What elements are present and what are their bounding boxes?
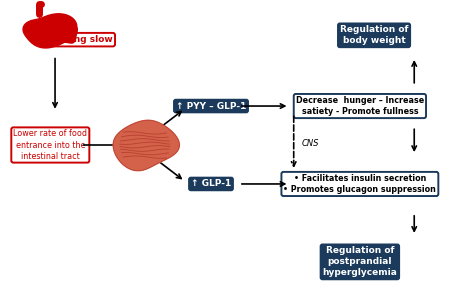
Text: ↑ PYY – GLP-1: ↑ PYY – GLP-1 — [176, 102, 246, 110]
Text: Lower rate of food
entrance into the
intestinal tract: Lower rate of food entrance into the int… — [13, 129, 87, 161]
Polygon shape — [23, 14, 77, 48]
Polygon shape — [113, 120, 179, 171]
Text: Regulation of
body weight: Regulation of body weight — [340, 25, 408, 45]
Text: Regulation of
postprandial
hyperglycemia: Regulation of postprandial hyperglycemia — [322, 246, 397, 278]
Text: Eating slow: Eating slow — [54, 35, 113, 44]
Text: • Facilitates insulin secretion
• Promotes glucagon suppression: • Facilitates insulin secretion • Promot… — [283, 174, 436, 194]
Text: CNS: CNS — [301, 139, 319, 148]
Text: Decrease  hunger – Increase
satiety - Promote fullness: Decrease hunger – Increase satiety - Pro… — [296, 96, 424, 116]
Text: ↑ GLP-1: ↑ GLP-1 — [191, 180, 231, 188]
